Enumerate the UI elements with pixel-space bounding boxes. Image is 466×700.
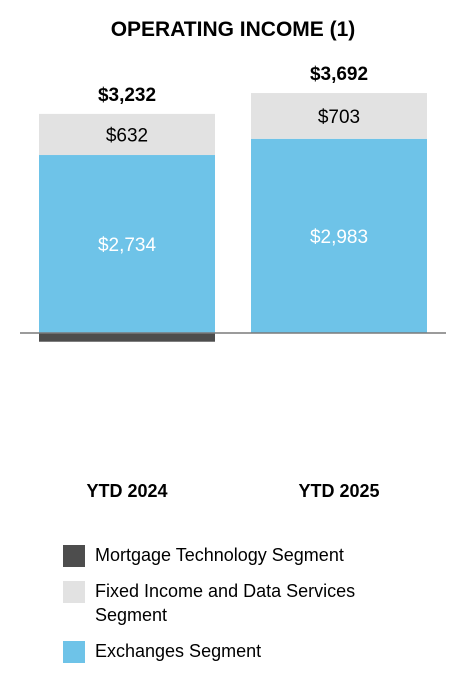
data-label-fixed-income-and-data-services-segment-ytd-2025: $703 bbox=[318, 107, 360, 128]
data-label-fixed-income-and-data-services-segment-ytd-2024: $632 bbox=[106, 125, 148, 146]
data-label-exchanges-segment-ytd-2024: $2,734 bbox=[98, 235, 157, 256]
legend-label-exchanges: Exchanges Segment bbox=[95, 641, 262, 661]
chart-plot: $2,734 $632 $3,232 $2,983 $703 $3,692 bbox=[20, 64, 446, 342]
total-label-ytd-2025: $3,692 bbox=[310, 64, 368, 85]
legend: Mortgage Technology Segment Fixed Income… bbox=[63, 543, 463, 663]
category-label-ytd-2024: YTD 2024 bbox=[86, 481, 168, 501]
bar-mortgage-technology-segment-ytd-2024 bbox=[39, 333, 215, 342]
legend-label-fixed-income: Fixed Income and Data Services Segment bbox=[95, 581, 356, 625]
total-label-ytd-2024: $3,232 bbox=[98, 85, 156, 106]
legend-swatch-fixed-income bbox=[63, 581, 85, 603]
data-label-exchanges-segment-ytd-2025: $2,983 bbox=[310, 227, 368, 248]
bar-exchanges-segment-ytd-2025 bbox=[251, 138, 427, 333]
category-label-ytd-2025: YTD 2025 bbox=[298, 481, 380, 501]
legend-item-fixed-income: Fixed Income and Data Services Segment bbox=[63, 579, 463, 627]
bar-exchanges-segment-ytd-2024 bbox=[39, 155, 215, 333]
bar-fixed-income-and-data-services-segment-ytd-2025 bbox=[251, 93, 427, 139]
chart-title: OPERATING INCOME (1) bbox=[110, 18, 356, 41]
bar-fixed-income-and-data-services-segment-ytd-2024 bbox=[39, 113, 215, 156]
legend-swatch-exchanges bbox=[63, 641, 85, 663]
legend-item-mortgage-technology: Mortgage Technology Segment bbox=[63, 543, 463, 567]
legend-swatch-mortgage-technology bbox=[63, 545, 85, 567]
legend-label-mortgage-technology: Mortgage Technology Segment bbox=[95, 545, 344, 565]
legend-item-exchanges: Exchanges Segment bbox=[63, 639, 463, 663]
